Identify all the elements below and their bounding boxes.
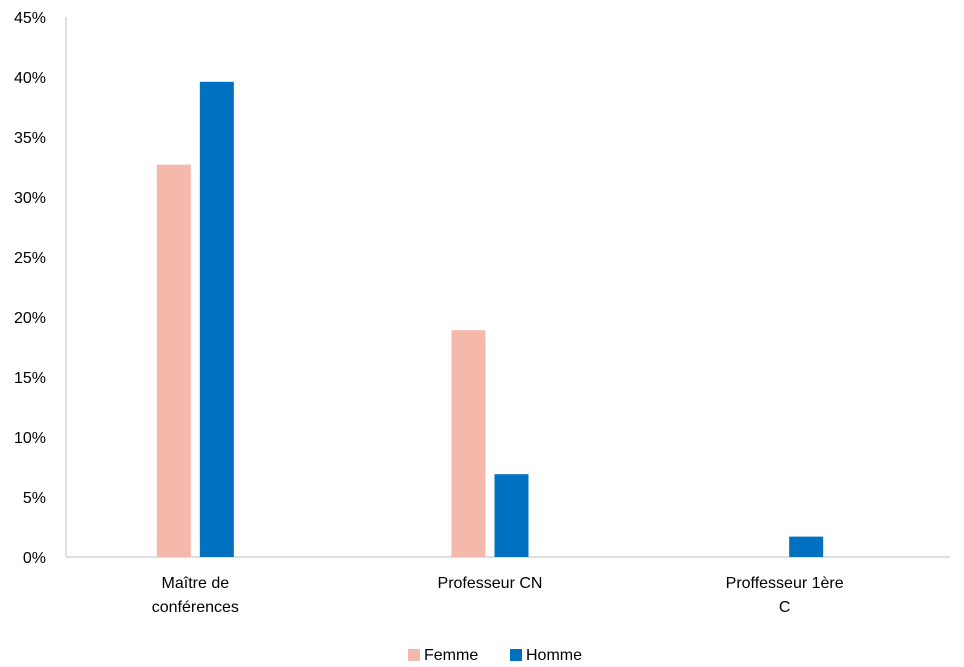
legend: Femme Homme [408,647,582,664]
x-category-label: C [779,599,791,616]
bar-femme [451,330,486,557]
y-tick-label: 0% [23,550,46,567]
y-tick-label: 15% [14,370,46,387]
y-axis: 0% 5% 10% 15% 20% 25% 30% 35% 40% 45% [14,10,67,567]
legend-swatch-homme [510,649,522,661]
y-tick-label: 10% [14,430,46,447]
legend-label-homme: Homme [526,647,582,664]
bar-femme [156,164,191,557]
x-category-label: Maître de [162,575,230,592]
bar-homme [789,536,824,557]
y-tick-label: 40% [14,70,46,87]
y-tick-label: 20% [14,310,46,327]
y-tick-label: 25% [14,250,46,267]
x-category-label: conférences [152,599,239,616]
y-tick-label: 45% [14,10,46,27]
legend-swatch-femme [408,649,420,661]
bar-homme [199,81,234,558]
y-tick-label: 35% [14,130,46,147]
y-tick-label: 5% [23,490,46,507]
x-category-label: Professeur CN [438,575,543,592]
y-tick-label: 30% [14,190,46,207]
legend-label-femme: Femme [424,647,478,664]
x-axis: Maître de conférences Professeur CN Proffes… [66,556,950,616]
bars [156,81,824,558]
x-category-label: Proffesseur 1ère [726,575,844,592]
bar-homme [494,474,529,557]
